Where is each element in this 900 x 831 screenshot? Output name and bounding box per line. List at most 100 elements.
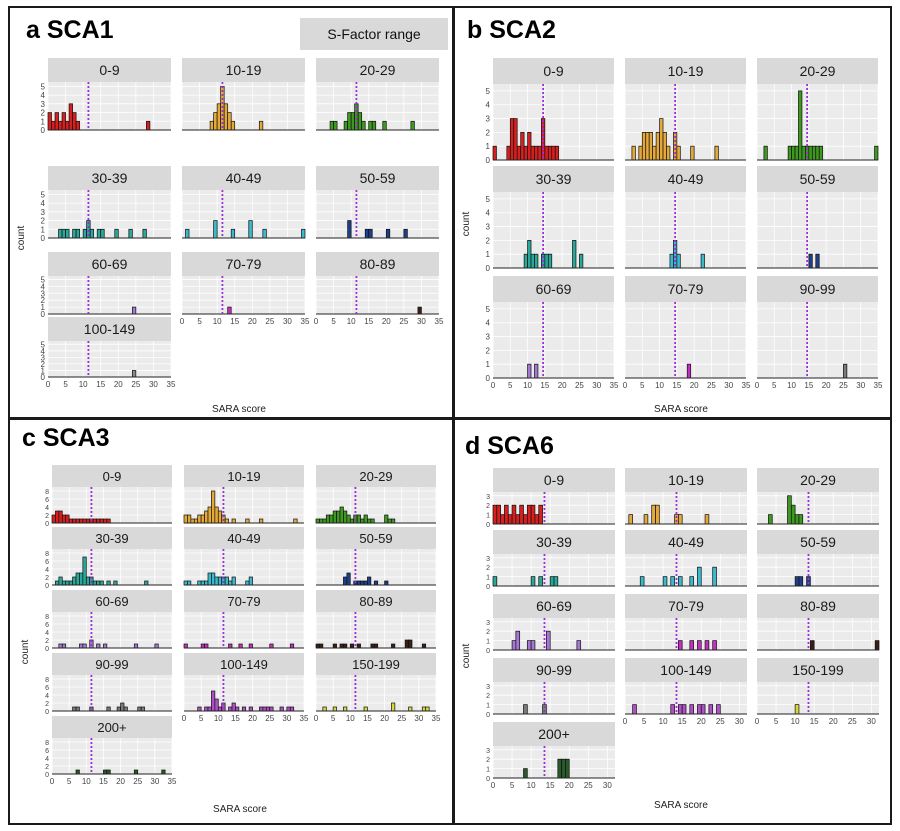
x-tick-label: 5	[67, 777, 72, 786]
facet-80-89: 80-89	[315, 590, 437, 649]
facet-strip	[625, 530, 747, 554]
plot-background	[316, 190, 439, 238]
histogram-bar	[245, 518, 250, 524]
histogram-bar	[811, 145, 817, 161]
histogram-bar	[704, 640, 710, 651]
histogram-bar	[643, 514, 649, 525]
histogram-bar	[269, 643, 274, 649]
facet-150-199: 150-199 0 5 10 15 20 25 30 35	[314, 653, 441, 723]
histogram-bar	[140, 706, 145, 712]
histogram-bar	[245, 580, 250, 586]
histogram-bar	[61, 643, 67, 649]
x-tick-label: 30	[724, 381, 733, 390]
histogram-bar	[557, 758, 562, 779]
y-tick-label: 4	[41, 282, 46, 291]
histogram-bar	[513, 118, 518, 161]
facet-label: 50-59	[800, 534, 836, 550]
facet-20-29: 20-29	[315, 58, 440, 131]
histogram-bar	[843, 363, 848, 379]
y-tick-label: 0	[45, 646, 49, 653]
plot-background	[493, 302, 614, 378]
histogram-bar	[231, 702, 236, 712]
facet-label: 100-149	[84, 321, 136, 337]
facet-label: 50-59	[800, 171, 836, 187]
histogram-bar	[47, 112, 52, 131]
facet-strip	[316, 527, 436, 549]
x-axis-label: SARA score	[212, 404, 266, 415]
histogram-bar	[874, 145, 879, 161]
histogram-bar	[343, 643, 348, 649]
histogram-bar	[364, 228, 370, 239]
y-axis-label: count	[16, 226, 27, 251]
plot-background	[184, 549, 304, 585]
histogram-bar	[708, 704, 714, 715]
histogram-bar	[106, 706, 111, 712]
x-tick-label: 5	[642, 717, 647, 726]
histogram-bar	[391, 518, 396, 524]
histogram-bar	[343, 510, 348, 524]
histogram-bar	[794, 145, 799, 161]
facet-label: 40-49	[227, 531, 260, 546]
y-tick-label: 8	[45, 551, 49, 558]
histogram-bar	[54, 112, 59, 131]
histogram-bar	[82, 643, 87, 649]
x-tick-label: 25	[716, 717, 725, 726]
facet-strip	[316, 252, 439, 276]
x-axis-label: SARA score	[654, 404, 708, 415]
histogram-bar	[75, 769, 80, 775]
x-tick-label: 10	[214, 714, 223, 723]
x-tick-label: 25	[848, 717, 857, 726]
facet-100-149: 100-149 0 5 10 15 20 25 30 35	[182, 653, 309, 723]
y-tick-label: 1	[486, 250, 491, 259]
histogram-bar	[808, 145, 813, 161]
x-tick-label: 25	[265, 714, 274, 723]
histogram-bar	[714, 145, 719, 161]
facet-strip	[316, 166, 439, 190]
y-axis-label: count	[20, 640, 31, 665]
histogram-bar	[367, 518, 372, 524]
histogram-bar	[519, 504, 524, 525]
facet-70-79: 70-79	[183, 590, 305, 649]
histogram-bar	[113, 580, 118, 586]
facet-10-19: 10-19	[624, 468, 747, 525]
histogram-bar	[425, 706, 430, 712]
y-tick-label: 3	[486, 494, 490, 501]
histogram-bar	[248, 643, 253, 649]
histogram-bar	[689, 640, 694, 651]
histogram-bar	[798, 576, 804, 587]
facet-strip	[493, 594, 615, 618]
histogram-bar	[262, 706, 267, 712]
y-tick-label: 0	[486, 374, 491, 383]
x-tick-label: 0	[314, 714, 319, 723]
facet-label: 0-9	[99, 62, 119, 78]
facet-strip	[625, 594, 747, 618]
histogram-bar	[103, 518, 108, 524]
histogram-bar	[790, 504, 796, 525]
y-tick-label: 0	[486, 712, 490, 719]
histogram-bar	[217, 510, 223, 524]
x-tick-label: 20	[565, 781, 574, 790]
facet-70-79: 70-79 0 5 10 15 20 25 30 35	[623, 276, 751, 390]
histogram-bar	[547, 145, 553, 161]
x-tick-label: 0	[182, 714, 187, 723]
y-tick-label: 5	[486, 87, 491, 96]
facet-label: 40-49	[668, 534, 704, 550]
y-tick-label: 2	[486, 128, 491, 137]
plot-background	[757, 682, 879, 714]
facet-label: 30-39	[95, 531, 128, 546]
histogram-bar	[82, 556, 87, 586]
facet-30-39: 30-39 0 1 2 3 4 5	[486, 166, 615, 273]
y-tick-label: 3	[486, 620, 490, 627]
histogram-bar	[58, 228, 63, 239]
histogram-bar	[332, 643, 337, 649]
histogram-bar	[289, 643, 295, 649]
plot-background	[52, 675, 172, 711]
histogram-bar	[645, 132, 650, 161]
x-tick-label: 15	[363, 714, 372, 723]
histogram-bar	[211, 690, 216, 712]
histogram-bar	[230, 228, 236, 239]
histogram-bar	[350, 112, 356, 131]
histogram-bar	[516, 145, 522, 161]
plot-background	[316, 612, 436, 648]
